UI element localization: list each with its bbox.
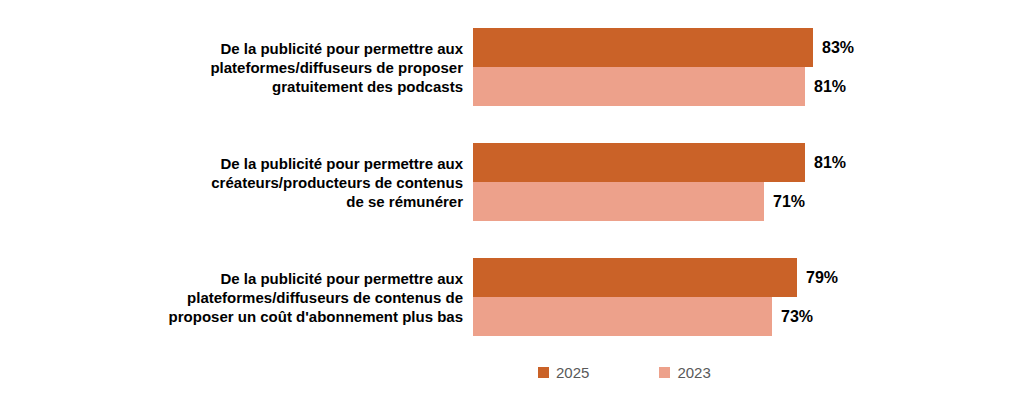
category-label-line: De la publicité pour permettre aux: [220, 39, 463, 58]
legend-swatch-icon: [659, 367, 670, 378]
chart-row: De la publicité pour permettre auxplatef…: [0, 258, 1024, 336]
value-label: 81%: [814, 154, 846, 172]
chart-row: De la publicité pour permettre auxcréate…: [0, 143, 1024, 221]
bar-2023: [473, 67, 805, 106]
category-label: De la publicité pour permettre auxplatef…: [0, 258, 463, 336]
value-label: 81%: [814, 78, 846, 96]
bar-2025: [473, 258, 797, 297]
bar-2023: [473, 182, 764, 221]
legend-swatch-icon: [538, 367, 549, 378]
category-label-line: De la publicité pour permettre aux: [220, 269, 463, 288]
category-label-line: proposer un coût d'abonnement plus bas: [169, 307, 463, 326]
legend-item-2025: 2025: [538, 364, 589, 381]
bar-line-2023: 73%: [473, 297, 838, 336]
bar-2023: [473, 297, 772, 336]
category-label-line: plateformes/diffuseurs de proposer: [210, 58, 463, 77]
bar-group: 81% 71%: [473, 143, 846, 221]
legend-item-2023: 2023: [659, 364, 710, 381]
bar-line-2023: 71%: [473, 182, 846, 221]
bar-line-2023: 81%: [473, 67, 854, 106]
value-label: 71%: [773, 193, 805, 211]
category-label: De la publicité pour permettre auxplatef…: [0, 28, 463, 106]
bar-line-2025: 83%: [473, 28, 854, 67]
legend-label: 2025: [556, 364, 589, 381]
value-label: 83%: [822, 39, 854, 57]
bar-chart: De la publicité pour permettre auxplatef…: [0, 0, 1024, 400]
category-label-line: de se rémunérer: [346, 192, 463, 211]
value-label: 73%: [781, 308, 813, 326]
category-label-line: De la publicité pour permettre aux: [220, 154, 463, 173]
bar-line-2025: 79%: [473, 258, 838, 297]
value-label: 79%: [806, 269, 838, 287]
bar-2025: [473, 143, 805, 182]
bar-group: 79% 73%: [473, 258, 838, 336]
bar-line-2025: 81%: [473, 143, 846, 182]
chart-row: De la publicité pour permettre auxplatef…: [0, 28, 1024, 106]
category-label-line: plateformes/diffuseurs de contenus de: [187, 288, 463, 307]
bar-group: 83% 81%: [473, 28, 854, 106]
chart-legend: 2025 2023: [538, 364, 711, 381]
bar-2025: [473, 28, 813, 67]
legend-label: 2023: [677, 364, 710, 381]
category-label: De la publicité pour permettre auxcréate…: [0, 143, 463, 221]
category-label-line: créateurs/producteurs de contenus: [211, 173, 463, 192]
category-label-line: gratuitement des podcasts: [272, 77, 463, 96]
